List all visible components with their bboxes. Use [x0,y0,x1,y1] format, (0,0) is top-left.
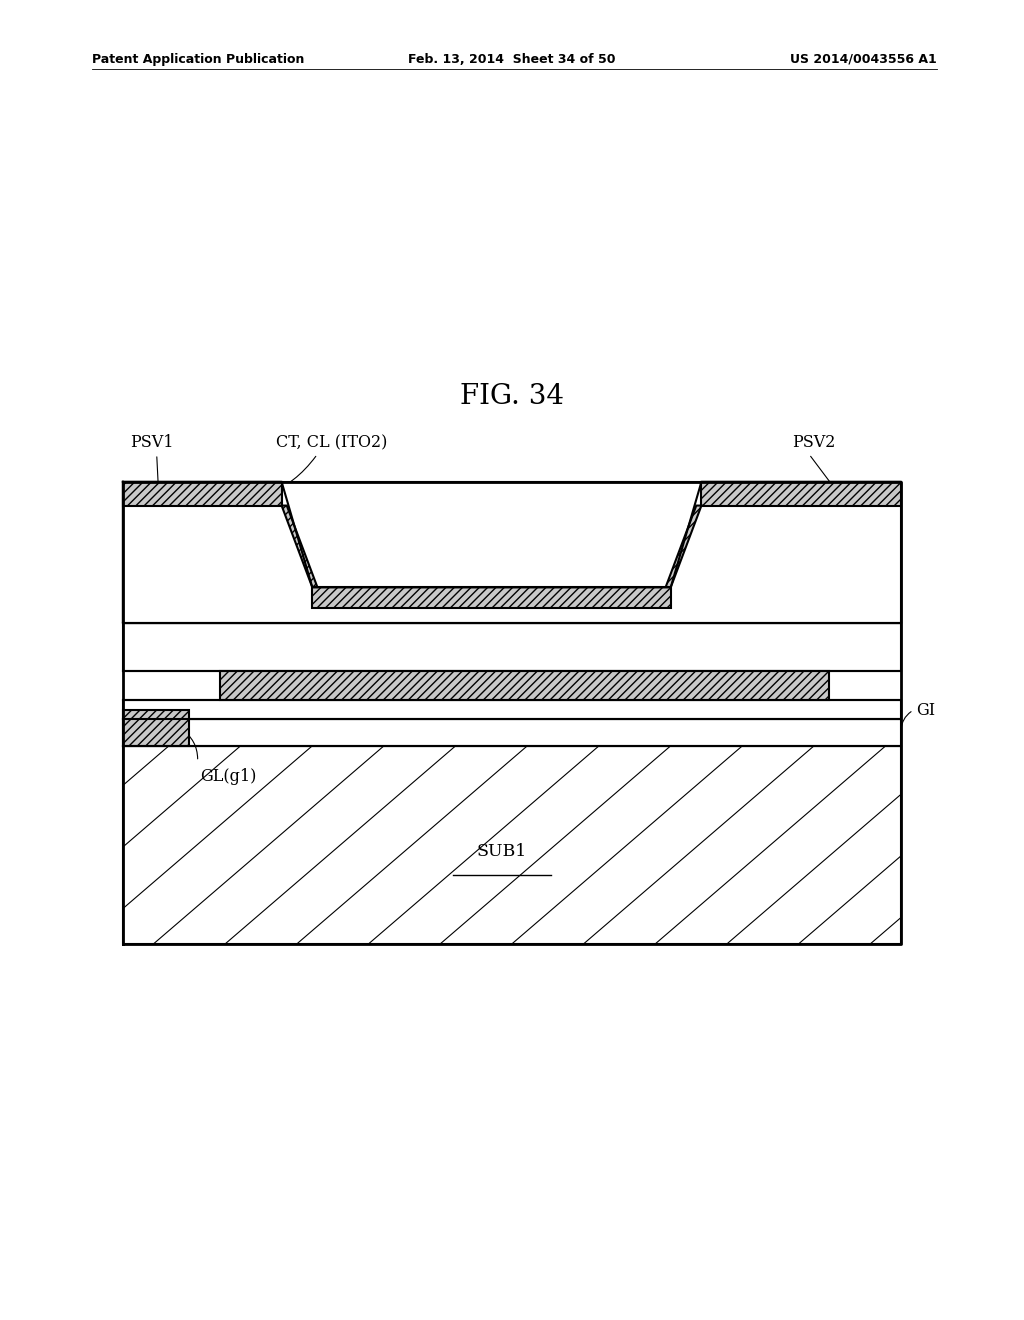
Text: PSV2: PSV2 [793,434,836,451]
Bar [123,746,901,944]
Bar [220,671,829,700]
Polygon shape [666,506,701,587]
Text: GI: GI [916,702,936,718]
Bar [701,482,901,506]
Text: Patent Application Publication: Patent Application Publication [92,53,304,66]
Bar [123,623,901,671]
Polygon shape [282,506,317,587]
Bar [123,482,282,506]
Bar [312,587,671,607]
Text: PSV1: PSV1 [130,434,173,451]
Text: GL(g1): GL(g1) [200,768,256,785]
Text: SUB1: SUB1 [476,843,527,859]
Bar [123,719,901,746]
Text: Feb. 13, 2014  Sheet 34 of 50: Feb. 13, 2014 Sheet 34 of 50 [409,53,615,66]
Text: PX(ITO1): PX(ITO1) [348,502,423,519]
Text: US 2014/0043556 A1: US 2014/0043556 A1 [791,53,937,66]
Bar [123,482,901,623]
Text: CT, CL (ITO2): CT, CL (ITO2) [276,434,388,451]
Bar [123,700,901,719]
Text: FIG. 34: FIG. 34 [460,383,564,409]
Bar [123,710,189,746]
